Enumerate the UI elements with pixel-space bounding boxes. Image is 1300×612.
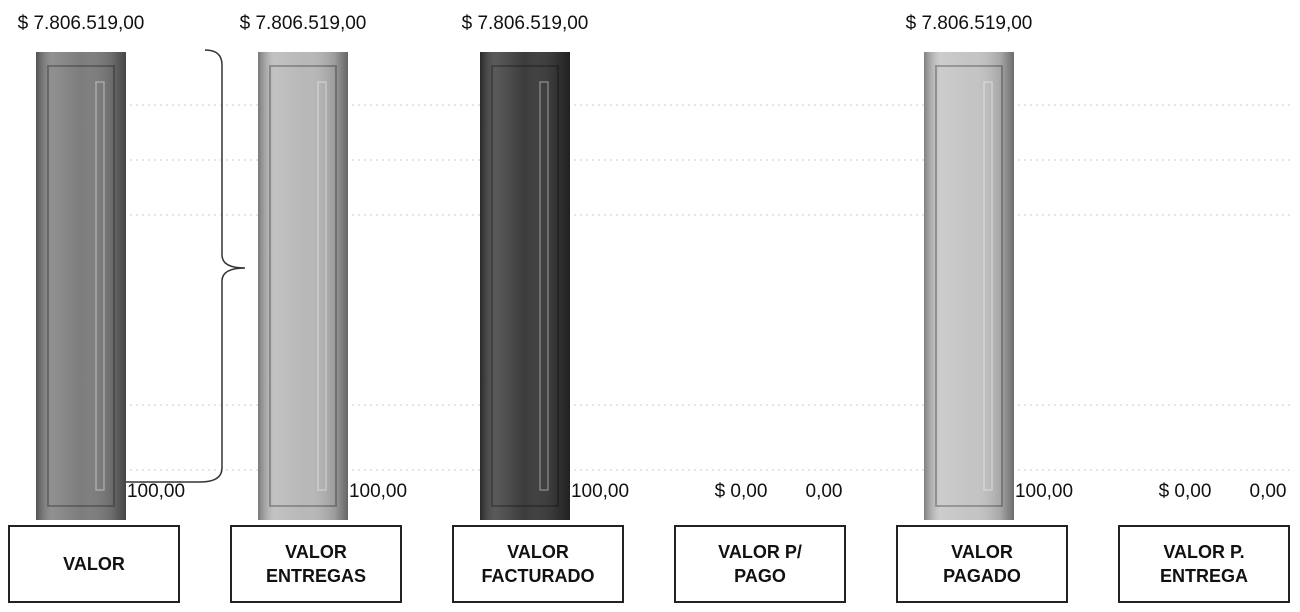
category-box: VALOR: [8, 525, 180, 603]
category-box: VALOR ENTREGAS: [230, 525, 402, 603]
category-box: VALOR P/ PAGO: [674, 525, 846, 603]
percent-label: 100,00: [127, 481, 185, 502]
bar-bevel: [539, 81, 549, 491]
category-box: VALOR PAGADO: [896, 525, 1068, 603]
bar-shade: [480, 52, 570, 520]
category-label: VALOR: [63, 554, 125, 574]
bracket: [125, 49, 246, 483]
value-label: $ 0,00: [715, 481, 768, 502]
bar-shade: [258, 52, 348, 520]
bar-bevel: [935, 65, 1003, 507]
value-label: $ 0,00: [1159, 481, 1212, 502]
bar-bevel: [269, 65, 337, 507]
category-label: VALOR PAGADO: [943, 542, 1021, 586]
category-label: VALOR ENTREGAS: [265, 542, 366, 586]
category-label: VALOR P/ PAGO: [718, 542, 802, 586]
value-label: $ 7.806.519,00: [906, 13, 1033, 34]
value-label: $ 7.806.519,00: [18, 13, 145, 34]
category-label: VALOR P. ENTREGA: [1159, 542, 1248, 586]
percent-label: 100,00: [349, 481, 407, 502]
category-box: VALOR FACTURADO: [452, 525, 624, 603]
value-label: $ 7.806.519,00: [240, 13, 367, 34]
bar-bevel: [983, 81, 993, 491]
bar-shade: [924, 52, 1014, 520]
percent-label: 0,00: [1250, 481, 1287, 502]
bar-bevel: [317, 81, 327, 491]
bar-bevel: [491, 65, 559, 507]
value-label: $ 7.806.519,00: [462, 13, 589, 34]
percent-label: 100,00: [571, 481, 629, 502]
category-label: VALOR FACTURADO: [481, 542, 595, 586]
bar-bevel: [47, 65, 115, 507]
percent-label: 0,00: [806, 481, 843, 502]
category-box: VALOR P. ENTREGA: [1118, 525, 1290, 603]
bar-shade: [36, 52, 126, 520]
bar-bevel: [95, 81, 105, 491]
percent-label: 100,00: [1015, 481, 1073, 502]
